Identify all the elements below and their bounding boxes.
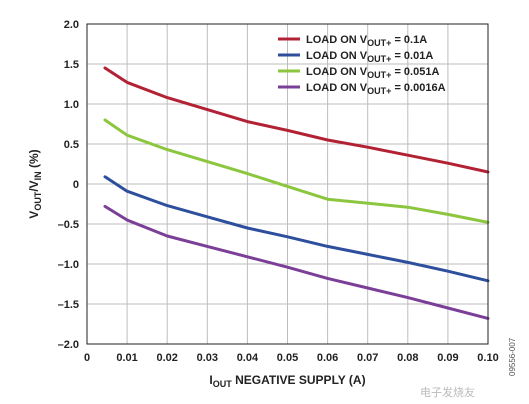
y-tick-label: –0.5: [58, 219, 79, 231]
x-axis-label: IOUT NEGATIVE SUPPLY (A): [209, 373, 365, 389]
y-tick-label: 0: [73, 179, 79, 191]
x-axis-label-main: I: [209, 373, 212, 387]
y-tick-label: 2.0: [64, 19, 79, 31]
x-tick-label: 0.03: [197, 352, 218, 364]
series-line-1: [103, 66, 490, 174]
y-tick-label: 1.5: [64, 59, 79, 71]
x-tick-label: 0.07: [357, 352, 378, 364]
y-axis-ticks: –2.0 –1.5 –1.0 –0.5 0 0.5 1.0 1.5 2.0: [58, 19, 79, 351]
x-axis-label-sub: OUT: [213, 379, 233, 389]
legend-label-3: LOAD ON VOUT+ = 0.051A: [306, 66, 439, 80]
x-tick-label: 0.08: [397, 352, 418, 364]
series-line-3: [103, 118, 490, 224]
y-tick-label: 1.0: [64, 99, 79, 111]
y-tick-label: –1.5: [58, 299, 79, 311]
x-tick-label: 0.04: [237, 352, 259, 364]
plot-frame: [86, 23, 489, 345]
y-tick-label: –1.0: [58, 259, 79, 271]
series-line-4: [103, 204, 490, 320]
y-tick-label: 0.5: [64, 139, 79, 151]
x-axis-label-rest: NEGATIVE SUPPLY (A): [232, 373, 366, 387]
legend: LOAD ON VOUT+ = 0.1A LOAD ON VOUT+ = 0.01…: [278, 34, 446, 96]
series-line-2: [103, 175, 490, 283]
figure-id: 09556-007: [508, 337, 517, 376]
y-axis-label-sub2: IN: [33, 171, 43, 180]
x-tick-label: 0.01: [116, 352, 137, 364]
y-axis-label: VOUT/VIN (%): [27, 149, 43, 218]
x-tick-label: 0: [84, 352, 90, 364]
y-axis-label-sub1: OUT: [33, 191, 43, 211]
y-axis-label-end: (%): [27, 149, 41, 171]
series-lines: [103, 66, 490, 320]
legend-label-4: LOAD ON VOUT+ = 0.0016A: [306, 82, 446, 96]
x-tick-label: 0.06: [317, 352, 338, 364]
y-axis-label-v1: V: [27, 211, 41, 219]
x-tick-label: 0.02: [156, 352, 177, 364]
x-tick-label: 0.05: [277, 352, 298, 364]
y-tick-label: –2.0: [58, 339, 79, 351]
y-axis-label-mid: /V: [27, 180, 41, 191]
watermark: 电子发烧友: [420, 385, 475, 399]
x-tick-label: 0.10: [477, 352, 498, 364]
legend-label-1: LOAD ON VOUT+ = 0.1A: [306, 34, 427, 48]
legend-label-2: LOAD ON VOUT+ = 0.01A: [306, 50, 433, 64]
x-axis-ticks: 0 0.01 0.02 0.03 0.04 0.05 0.06 0.07 0.08 0.09 0.1…: [84, 352, 499, 364]
x-tick-label: 0.09: [437, 352, 458, 364]
